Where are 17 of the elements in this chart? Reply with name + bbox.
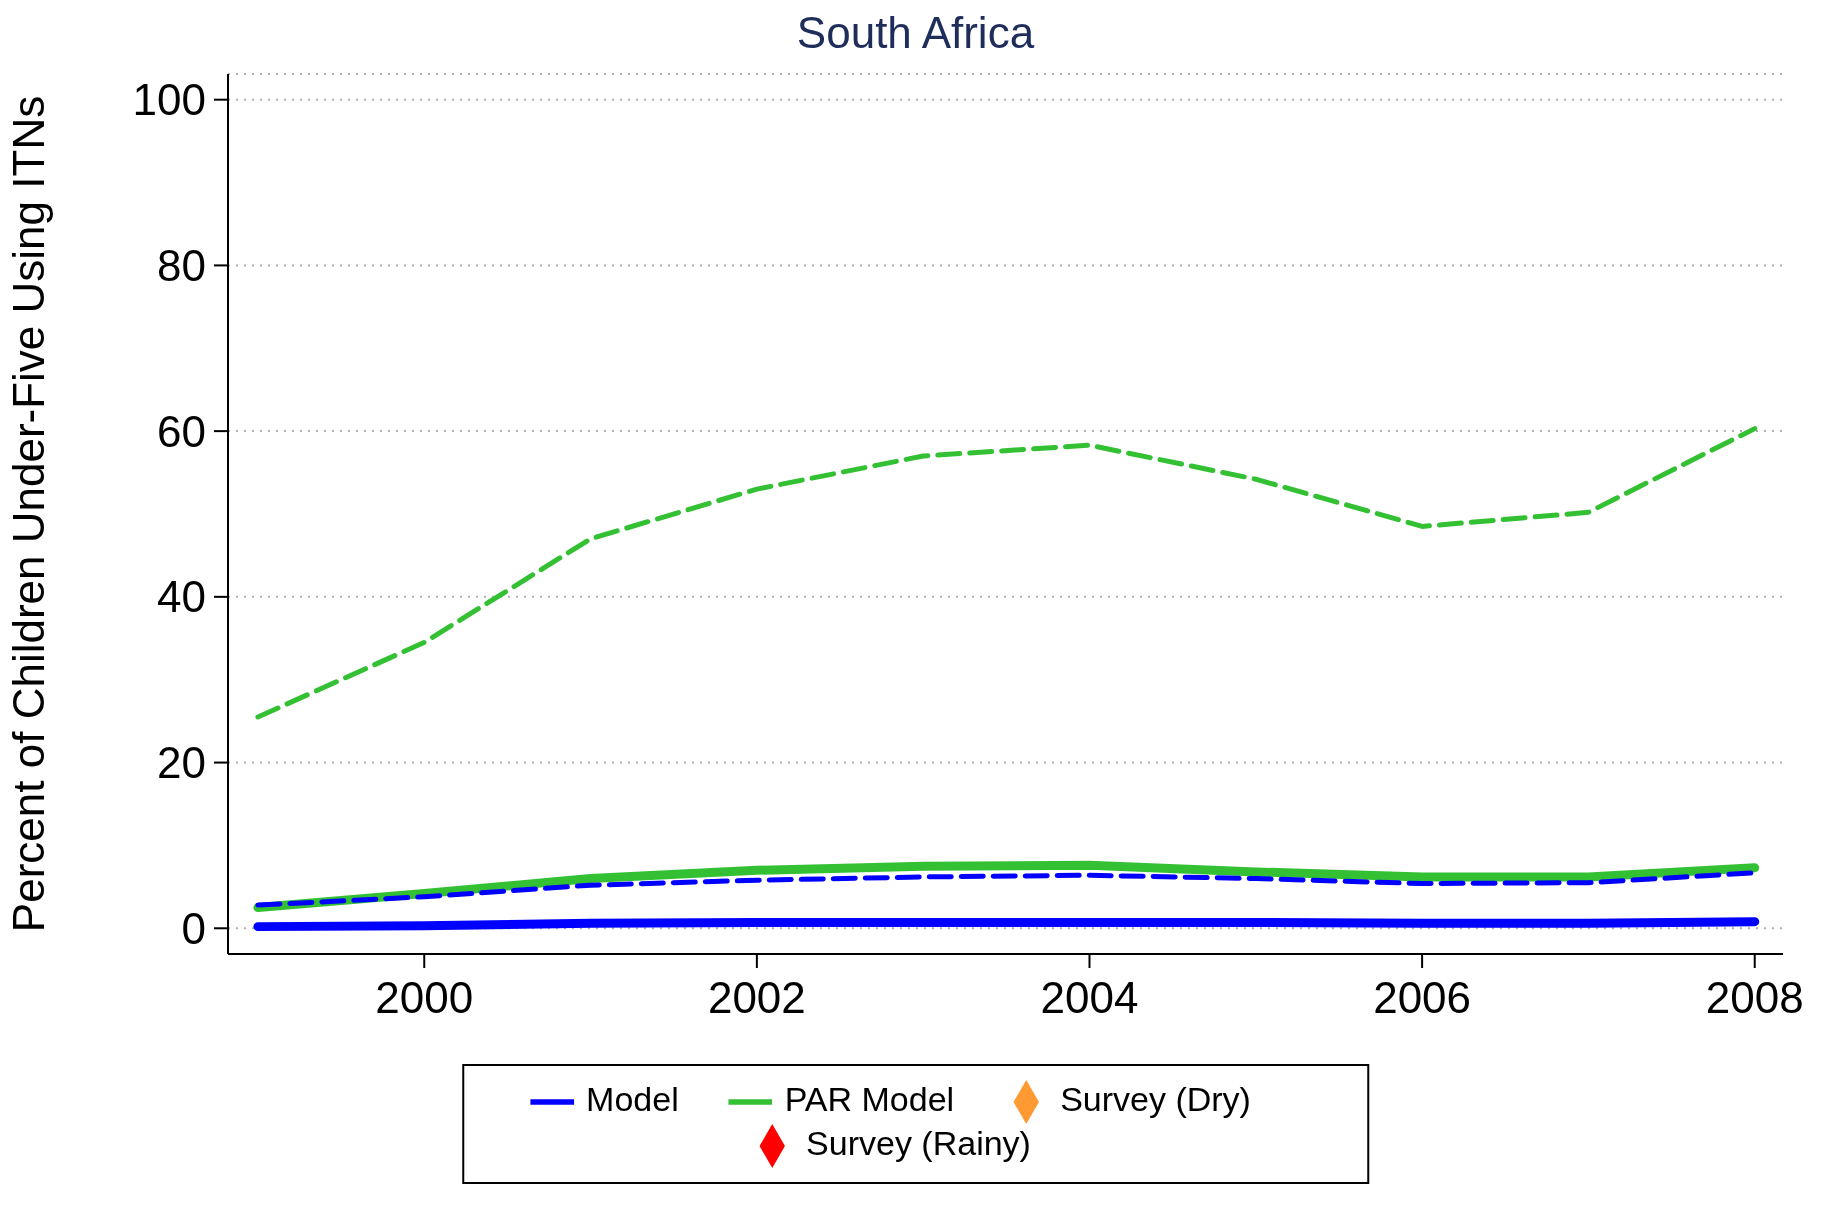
x-tick-label: 2006	[1373, 973, 1472, 1023]
legend-label: Survey (Rainy)	[806, 1123, 1031, 1162]
x-tick-label: 2004	[1040, 973, 1139, 1023]
x-tick-label: 2002	[707, 973, 806, 1023]
y-axis-title: Percent of Children Under-Five Using ITNs	[3, 95, 53, 933]
chart-title: South Africa	[795, 8, 1036, 59]
legend-label: Model	[586, 1079, 679, 1118]
y-tick-label: 100	[132, 75, 206, 125]
y-tick-label: 80	[157, 241, 206, 291]
y-tick-label: 40	[157, 572, 206, 622]
legend-label: Survey (Dry)	[1060, 1079, 1251, 1118]
x-tick-label: 2008	[1705, 973, 1804, 1023]
y-tick-label: 60	[157, 406, 206, 456]
legend-label: PAR Model	[784, 1079, 955, 1118]
y-tick-label: 20	[157, 738, 206, 788]
x-tick-label: 2000	[375, 973, 474, 1023]
y-tick-label: 0	[181, 903, 206, 953]
